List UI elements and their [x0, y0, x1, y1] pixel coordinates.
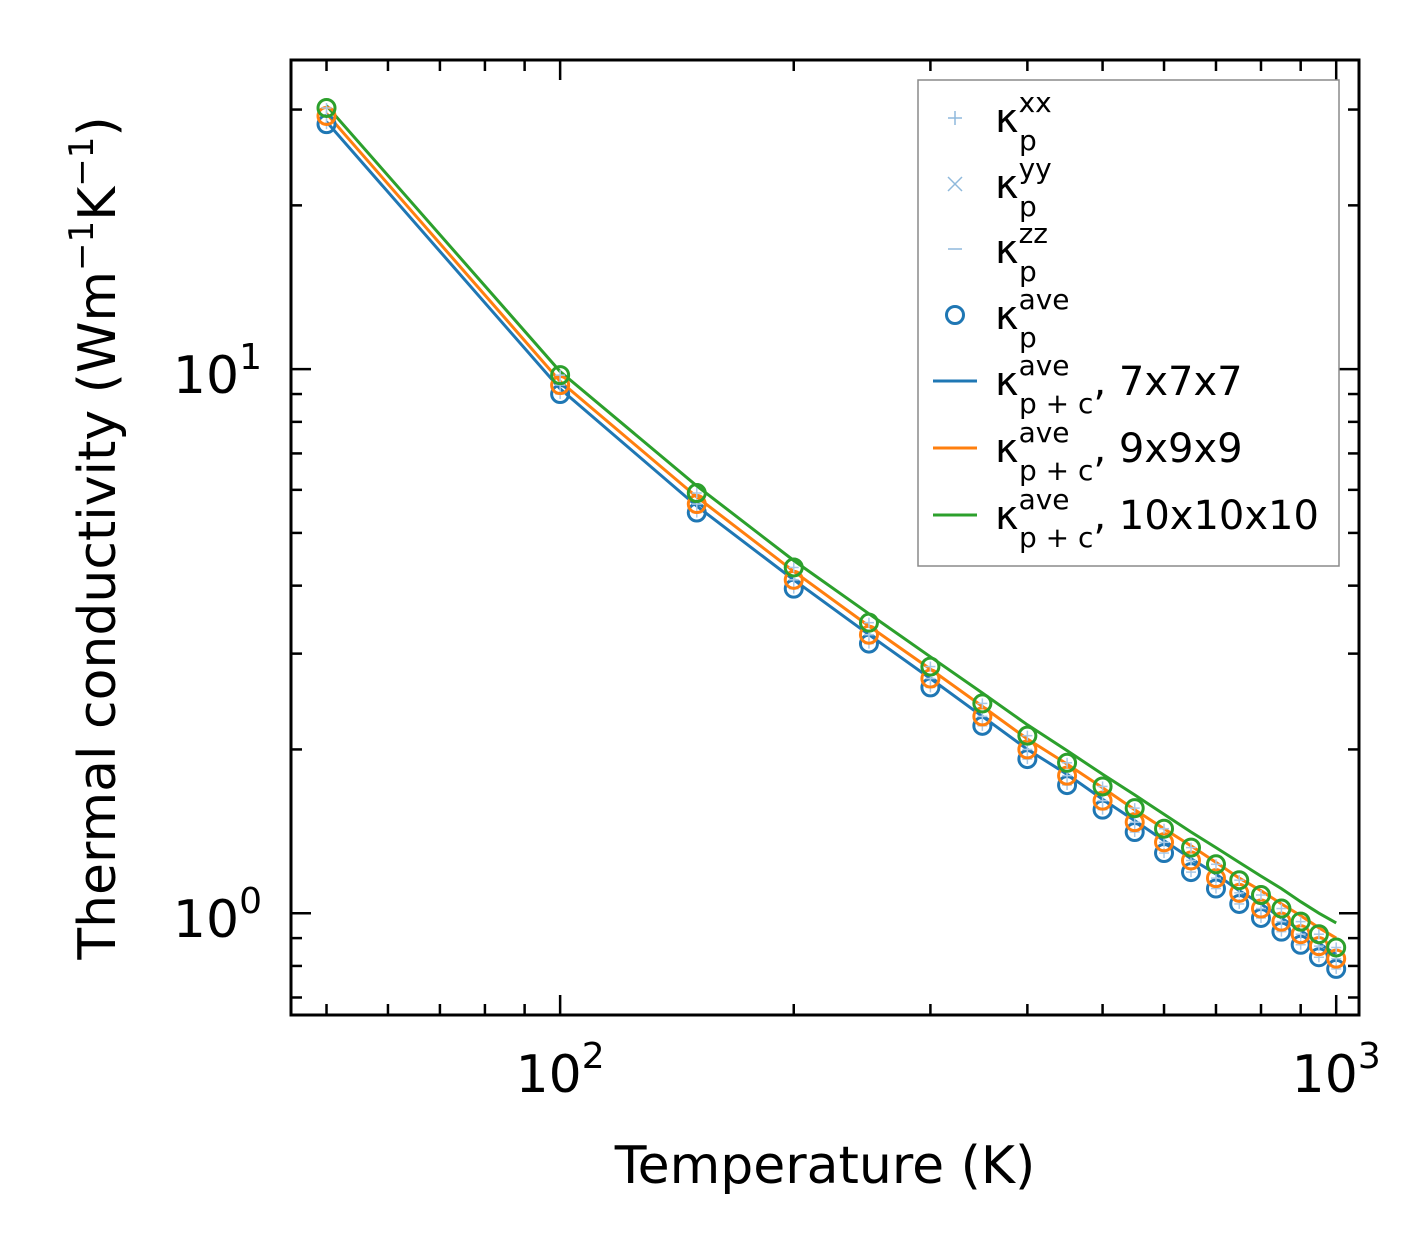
major-ticks: [291, 60, 1359, 1015]
marker-series: [316, 114, 1347, 979]
x-tick-label: 103: [1292, 1036, 1381, 1105]
legend-entry: κave p + c, 10x10x10: [933, 483, 1319, 554]
y-tick-label-exp: 0: [239, 881, 262, 922]
x-tick-label: 102: [516, 1036, 605, 1105]
data-point: [858, 612, 879, 633]
legend-label-sub: p + c: [1019, 454, 1093, 487]
data-point: [1290, 911, 1311, 932]
legend-label-base: κ: [995, 493, 1019, 539]
plot-frame: [289, 58, 1361, 1017]
marker-series: [316, 97, 1347, 958]
y-tick-label-exp: 1: [239, 337, 262, 378]
data-point: [920, 656, 941, 677]
legend-entry: κave p: [945, 283, 1070, 354]
data-point: [550, 365, 571, 386]
legend-label-base: κ: [995, 162, 1019, 208]
data-point: [1092, 790, 1113, 811]
legend-label: κave p + c, 7x7x7: [995, 349, 1243, 420]
legend-label-base: κ: [995, 359, 1019, 405]
x-tick-label-base: 10: [1292, 1045, 1358, 1105]
x-tick-label-exp: 2: [582, 1036, 605, 1077]
y-axis-label: Thermal conductivity (Wm−1K−1): [62, 116, 128, 960]
y-axis-label-mid: K: [68, 185, 128, 221]
legend-label-sup: ave: [1019, 283, 1070, 316]
legend-label-sup: xx: [1019, 86, 1052, 119]
legend-label-sub: p + c: [1019, 387, 1093, 420]
data-point: [1181, 837, 1202, 858]
legend-label-base: κ: [995, 227, 1019, 273]
legend-label-base: κ: [995, 96, 1019, 142]
data-point: [1308, 924, 1329, 945]
data-point: [1326, 937, 1347, 958]
legend-label-suffix: , 10x10x10: [1093, 493, 1318, 539]
x-axis-label: Temperature (K): [614, 1136, 1036, 1196]
y-axis-label-base: Thermal conductivity (Wm: [68, 271, 128, 961]
legend-label-base: κ: [995, 293, 1019, 339]
series-layer: [316, 97, 1347, 979]
y-axis-label-sup2: −1: [62, 137, 102, 187]
x-tick-label-exp: 3: [1358, 1036, 1381, 1077]
legend-entry: κzz p: [948, 217, 1048, 288]
legend-label-suffix: , 7x7x7: [1093, 359, 1242, 405]
legend-label: κave p + c, 9x9x9: [995, 416, 1243, 487]
legend-label-base: κ: [995, 426, 1019, 472]
legend-label-sup: ave: [1019, 416, 1070, 449]
legend-label-sub: p + c: [1019, 521, 1093, 554]
legend-label-sup: ave: [1019, 349, 1070, 382]
x-tick-label-base: 10: [516, 1045, 582, 1105]
data-point: [972, 693, 993, 714]
legend-label-suffix: , 9x9x9: [1093, 426, 1242, 472]
data-point: [686, 483, 707, 504]
legend-entry: κxx p: [948, 86, 1052, 157]
legend-entry: κyy p: [947, 152, 1052, 223]
data-point: [1205, 854, 1226, 875]
legend-label: κxx p: [995, 86, 1052, 157]
data-point: [1205, 868, 1226, 889]
data-point: [1154, 818, 1175, 839]
data-point: [316, 97, 337, 118]
legend-label-sup: zz: [1019, 217, 1048, 250]
y-axis-label-sup1: −1: [62, 221, 102, 271]
data-point: [1250, 885, 1271, 906]
data-point: [1229, 870, 1250, 891]
y-tick-label: 100: [173, 881, 262, 950]
legend-label-sup: ave: [1019, 483, 1070, 516]
legend-entry: κave p + c, 7x7x7: [933, 349, 1243, 420]
data-point: [1271, 898, 1292, 919]
legend-label: κzz p: [995, 217, 1048, 288]
cross-icon: [947, 176, 963, 192]
legend-label: κave p: [995, 283, 1070, 354]
data-point: [1092, 776, 1113, 797]
data-point: [1124, 798, 1145, 819]
data-point: [1017, 739, 1038, 760]
data-point: [1250, 898, 1271, 919]
legend-box: [917, 79, 1340, 567]
data-point: [783, 557, 804, 578]
y-tick-label: 101: [173, 337, 262, 406]
data-point: [1154, 832, 1175, 853]
y-tick-label-base: 10: [173, 890, 239, 950]
y-tick-label-base: 10: [173, 346, 239, 406]
data-point: [1017, 725, 1038, 746]
minor-ticks: [291, 60, 1359, 1015]
legend-label-sub: p: [1019, 124, 1037, 157]
legend-entry: κave p + c, 9x9x9: [933, 416, 1243, 487]
legend-label-sub: p: [1019, 190, 1037, 223]
legend-label-sub: p: [1019, 255, 1037, 288]
data-point: [1124, 812, 1145, 833]
series-line: [325, 104, 1337, 925]
legend-label: κyy p: [995, 152, 1052, 223]
legend-label-sub: p: [1019, 321, 1037, 354]
data-point: [1057, 752, 1078, 773]
legend-label: κave p + c, 10x10x10: [995, 483, 1319, 554]
y-axis-label-end: ): [68, 116, 128, 136]
legend-label-sup: yy: [1019, 152, 1052, 185]
circle-icon: [945, 305, 965, 325]
